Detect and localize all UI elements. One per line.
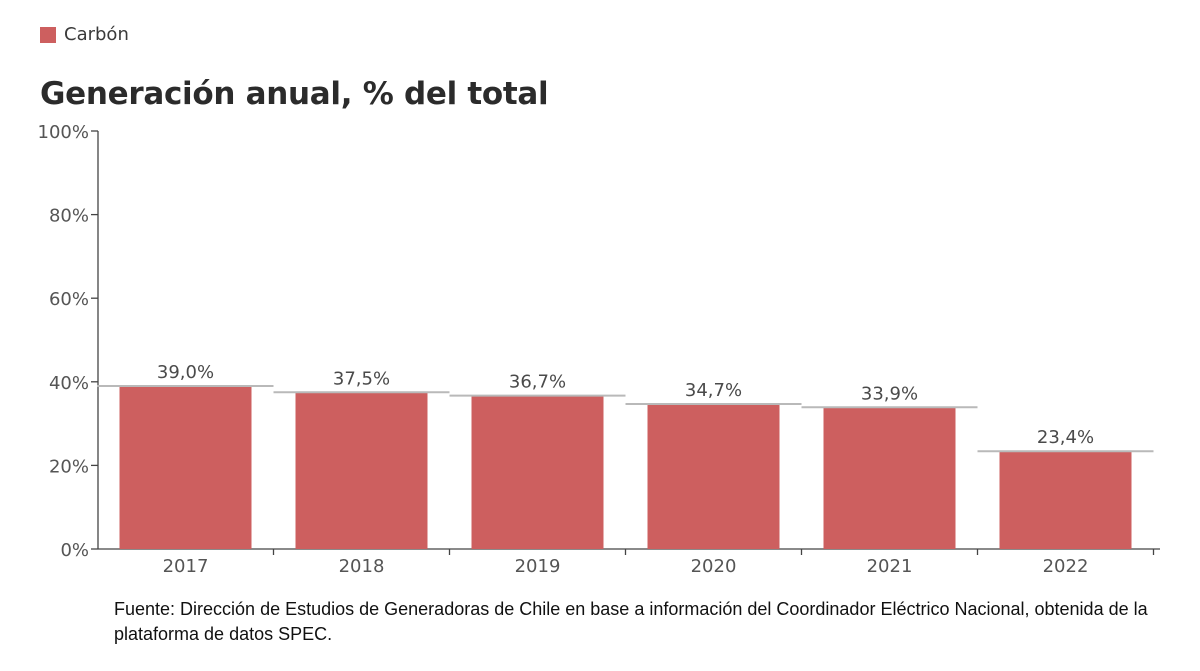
x-tick-label: 2017 <box>163 556 209 577</box>
x-tick-label: 2021 <box>867 556 913 577</box>
y-tick-label: 20% <box>49 456 89 477</box>
x-tick-label: 2020 <box>691 556 737 577</box>
x-tick-label: 2018 <box>339 556 385 577</box>
bar <box>119 385 252 549</box>
bar-value-label: 23,4% <box>1037 427 1094 448</box>
legend-label: Carbón <box>64 24 129 45</box>
bar-value-label: 36,7% <box>509 372 566 393</box>
bar-value-label: 33,9% <box>861 383 918 404</box>
bar <box>647 403 780 549</box>
bar <box>471 395 604 549</box>
bar-value-label: 39,0% <box>157 362 214 383</box>
y-tick-label: 80% <box>49 206 89 227</box>
legend: Carbón <box>40 24 129 45</box>
bar <box>999 451 1132 549</box>
y-tick-label: 60% <box>49 289 89 310</box>
x-tick-label: 2022 <box>1043 556 1089 577</box>
bar-value-label: 37,5% <box>333 368 390 389</box>
bar-value-label: 34,7% <box>685 380 742 401</box>
y-tick-label: 40% <box>49 373 89 394</box>
bar <box>295 392 428 549</box>
y-tick-label: 100% <box>38 122 89 143</box>
bar <box>823 407 956 549</box>
source-note: Fuente: Dirección de Estudios de Generad… <box>114 599 1148 644</box>
legend-swatch <box>40 26 56 43</box>
bar-chart: 0% 20% 40% 60% 80% 100% 39,0% 2017 37,5% 2018 36,7… <box>38 122 1160 577</box>
x-tick-label: 2019 <box>515 556 561 577</box>
y-tick-label: 0% <box>60 540 89 561</box>
chart-title: Generación anual, % del total <box>40 76 549 112</box>
